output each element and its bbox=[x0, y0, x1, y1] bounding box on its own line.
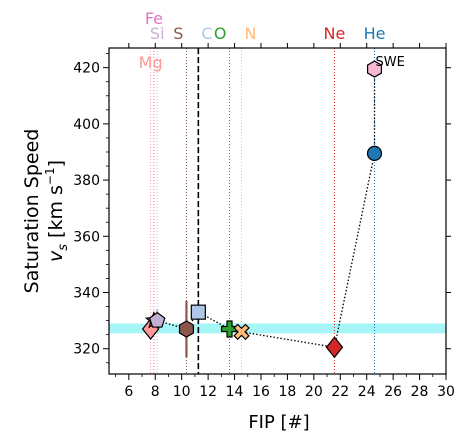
element-label-ne: Ne bbox=[324, 24, 346, 43]
data-markers bbox=[143, 61, 382, 357]
x-tick-label: 26 bbox=[384, 384, 402, 400]
x-tick-label: 22 bbox=[331, 384, 349, 400]
element-label-n: N bbox=[245, 24, 257, 43]
axes: 6 8 10 12 14 16 18 20 22 24 26 28 30 320 340 360 380 400 4… bbox=[21, 43, 455, 400]
element-label-s: S bbox=[173, 24, 183, 43]
connecting-line bbox=[151, 69, 375, 347]
error-bars bbox=[151, 65, 375, 357]
x-tick-label: 6 bbox=[124, 384, 133, 400]
y-tick-label: 380 bbox=[73, 173, 100, 189]
marker-si bbox=[150, 313, 165, 327]
marker-he bbox=[368, 146, 382, 160]
x-tick-label: 14 bbox=[226, 384, 244, 400]
x-tick-label: 10 bbox=[173, 384, 191, 400]
marker-ne bbox=[326, 337, 342, 357]
y-axis-label: Saturation Speed vs [km s−1] bbox=[21, 129, 71, 294]
y-tick-label: 400 bbox=[73, 117, 100, 133]
y-axis-label-line1: Saturation Speed bbox=[21, 129, 43, 294]
element-label-mg: Mg bbox=[139, 53, 163, 72]
element-label-si: Si bbox=[150, 24, 165, 43]
x-tick-label: 20 bbox=[305, 384, 323, 400]
y-axis-label-line2: vs [km s−1] bbox=[43, 160, 71, 262]
x-tick-label: 30 bbox=[437, 384, 455, 400]
y-tick-label: 320 bbox=[73, 342, 100, 358]
y-tick-label: 360 bbox=[73, 229, 100, 245]
x-tick-label: 16 bbox=[252, 384, 270, 400]
x-tick-label: 28 bbox=[411, 384, 429, 400]
swe-label: SWE bbox=[376, 55, 405, 70]
x-tick-label: 18 bbox=[278, 384, 296, 400]
x-tick-label: 24 bbox=[358, 384, 376, 400]
marker-s bbox=[180, 321, 194, 337]
x-axis-label: FIP [#] bbox=[248, 412, 309, 433]
y-tick-label: 340 bbox=[73, 286, 100, 302]
marker-c bbox=[191, 305, 205, 319]
element-label-he: He bbox=[364, 24, 386, 43]
x-tick-label: 12 bbox=[199, 384, 217, 400]
x-tick-label: 8 bbox=[151, 384, 160, 400]
element-label-o: O bbox=[214, 24, 227, 43]
element-label-c: C bbox=[201, 24, 212, 43]
y-tick-label: 420 bbox=[73, 61, 100, 77]
connecting-dotted-line bbox=[151, 69, 375, 347]
